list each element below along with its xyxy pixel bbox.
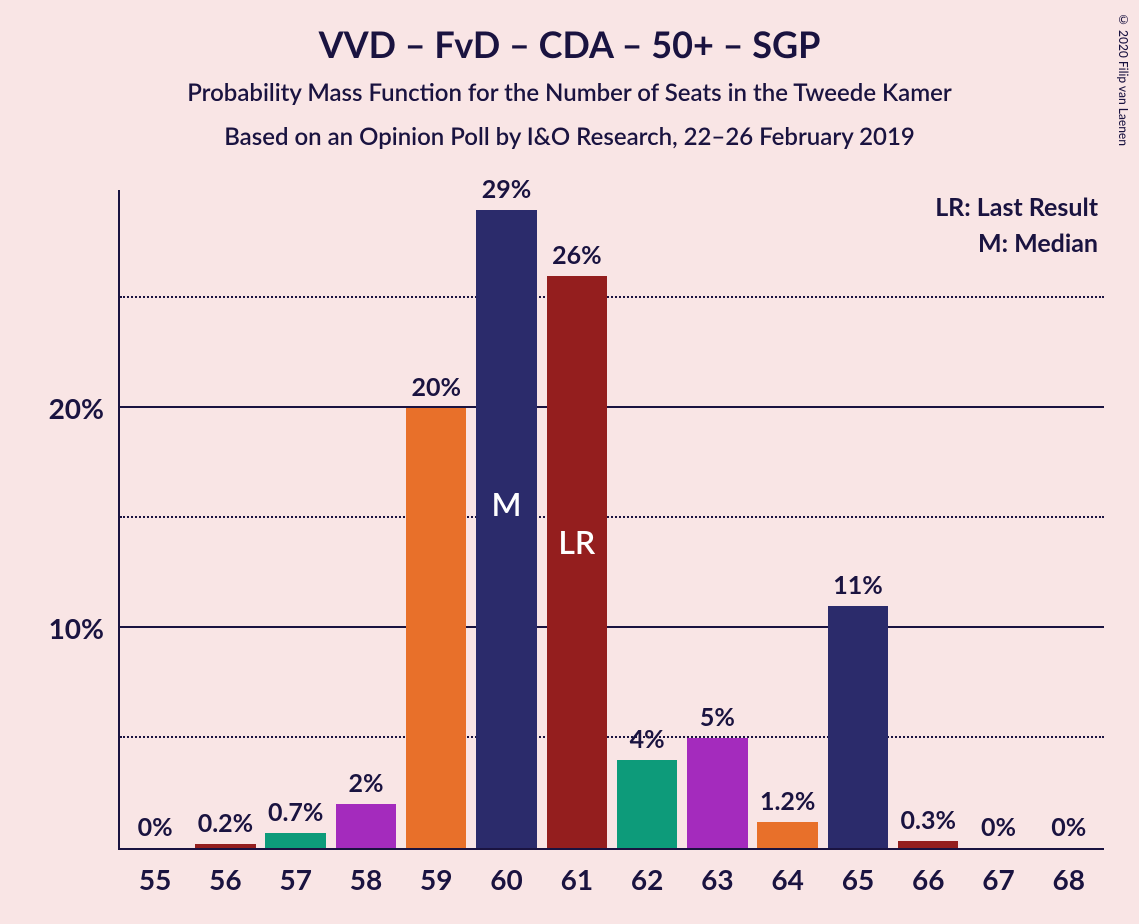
- bar: 29%M: [476, 210, 536, 848]
- bar: 0.7%: [265, 833, 325, 848]
- x-tick-label: 61: [561, 848, 593, 896]
- x-tick-label: 59: [420, 848, 452, 896]
- x-tick-label: 55: [139, 848, 171, 896]
- bar-slot: 2%58: [331, 190, 401, 848]
- bar: 11%: [828, 606, 888, 848]
- legend-item: M: Median: [935, 228, 1098, 258]
- bar-slot: 0.3%66: [893, 190, 963, 848]
- bar-slot: 0%68: [1034, 190, 1104, 848]
- x-tick-label: 62: [631, 848, 663, 896]
- bar-slot: 0.2%56: [190, 190, 260, 848]
- x-tick-label: 64: [771, 848, 803, 896]
- bar: 5%: [687, 738, 747, 848]
- bar: 4%: [617, 760, 677, 848]
- bar-value-label: 0.3%: [901, 805, 956, 841]
- bar-slot: 1.2%64: [753, 190, 823, 848]
- chart-subtitle-2: Based on an Opinion Poll by I&O Research…: [0, 122, 1139, 151]
- chart-title: VVD – FvD – CDA – 50+ – SGP: [0, 22, 1139, 66]
- y-tick-label: 10%: [49, 611, 120, 645]
- x-tick-label: 65: [842, 848, 874, 896]
- bar-inner-label: M: [492, 484, 522, 523]
- bar-slot: 29%M60: [471, 190, 541, 848]
- bar-slot: 0.7%57: [261, 190, 331, 848]
- bar-value-label: 1.2%: [760, 786, 815, 822]
- legend: LR: Last Result M: Median: [935, 192, 1098, 264]
- bar-slot: 0%55: [120, 190, 190, 848]
- bar-value-label: 11%: [833, 570, 883, 606]
- x-tick-label: 60: [490, 848, 522, 896]
- bar: 0.3%: [898, 841, 958, 848]
- chart-subtitle-1: Probability Mass Function for the Number…: [0, 78, 1139, 107]
- y-tick-label: 20%: [49, 391, 120, 425]
- x-tick-label: 57: [279, 848, 311, 896]
- bar-slot: 11%65: [823, 190, 893, 848]
- bar-value-label: 26%: [552, 240, 602, 276]
- bar-value-label: 4%: [630, 724, 665, 760]
- bars-container: 0%550.2%560.7%572%5820%5929%M6026%LR614%…: [120, 190, 1104, 848]
- bar-value-label: 20%: [412, 372, 462, 408]
- bar-slot: 5%63: [682, 190, 752, 848]
- plot-area: 10%20%0%550.2%560.7%572%5820%5929%M6026%…: [118, 190, 1104, 850]
- bar: 2%: [336, 804, 396, 848]
- bar-value-label: 2%: [348, 768, 383, 804]
- bar-slot: 4%62: [612, 190, 682, 848]
- bar-value-label: 0.7%: [268, 797, 323, 833]
- bar-value-label: 0%: [981, 812, 1016, 848]
- bar: 1.2%: [757, 822, 817, 848]
- bar-value-label: 0%: [1051, 812, 1086, 848]
- pmf-bar-chart: VVD – FvD – CDA – 50+ – SGP Probability …: [0, 0, 1139, 924]
- bar-slot: 26%LR61: [542, 190, 612, 848]
- bar: 20%: [406, 408, 466, 848]
- bar-slot: 20%59: [401, 190, 471, 848]
- bar-value-label: 29%: [482, 174, 532, 210]
- bar-value-label: 0.2%: [198, 808, 253, 844]
- x-tick-label: 58: [350, 848, 382, 896]
- bar-inner-label: LR: [558, 522, 595, 561]
- x-tick-label: 68: [1053, 848, 1085, 896]
- x-tick-label: 67: [982, 848, 1014, 896]
- copyright: © 2020 Filip van Laenen: [1116, 12, 1131, 146]
- bar-value-label: 5%: [700, 702, 735, 738]
- x-tick-label: 66: [912, 848, 944, 896]
- bar-value-label: 0%: [138, 812, 173, 848]
- bar-slot: 0%67: [963, 190, 1033, 848]
- bar: 26%LR: [547, 276, 607, 848]
- x-tick-label: 63: [701, 848, 733, 896]
- legend-item: LR: Last Result: [935, 192, 1098, 222]
- x-tick-label: 56: [209, 848, 241, 896]
